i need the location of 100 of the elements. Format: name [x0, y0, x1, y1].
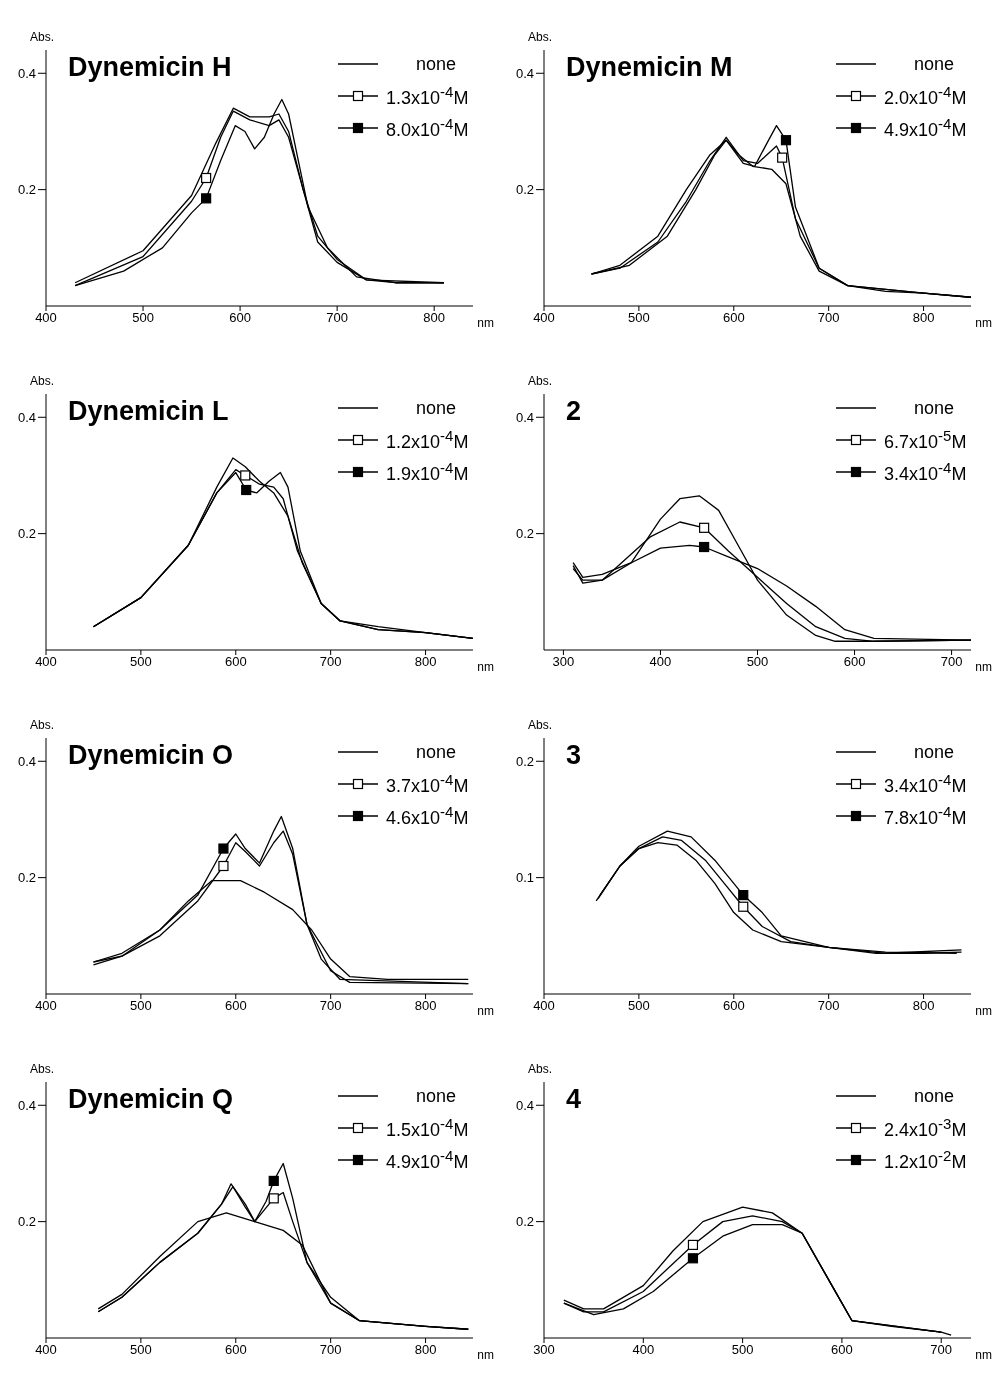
y-axis-title: Abs.	[528, 374, 553, 388]
x-tick-label: 800	[423, 310, 446, 326]
x-tick-label: 600	[831, 1342, 853, 1358]
x-tick-label: 700	[319, 654, 342, 670]
y-axis-title: Abs.	[528, 1062, 553, 1076]
x-axis-title: nm	[477, 1348, 494, 1362]
x-tick-label: 700	[326, 310, 348, 326]
x-axis-title: nm	[975, 316, 992, 330]
x-tick-label: 700	[817, 998, 840, 1014]
legend-label: 8.0x10$^{-4}$M	[386, 115, 470, 141]
legend-label: none	[912, 1085, 955, 1107]
x-axis-title: nm	[477, 316, 494, 330]
y-axis-title: Abs.	[30, 374, 55, 388]
x-tick-label: 700	[930, 1342, 953, 1358]
chart-title: 3	[566, 740, 582, 771]
x-tick-label: 600	[224, 654, 247, 670]
x-tick-label: 500	[130, 654, 152, 670]
y-axis-title: Abs.	[528, 718, 553, 732]
x-tick-label: 800	[912, 998, 935, 1014]
legend-label: 6.7x10$^{-5}$M	[884, 427, 968, 453]
x-tick-label: 500	[731, 1342, 754, 1358]
chart-title: Dynemicin H	[68, 52, 232, 83]
chart-title: Dynemicin L	[68, 396, 229, 427]
x-tick-label: 400	[632, 1342, 655, 1358]
y-axis-title: Abs.	[30, 30, 55, 44]
y-tick-label: 0.4	[17, 65, 36, 81]
x-tick-label: 700	[940, 654, 963, 670]
x-tick-label: 700	[817, 310, 840, 326]
y-tick-label: 0.2	[17, 526, 36, 542]
legend-label: 4.6x10$^{-4}$M	[386, 803, 470, 829]
y-axis-title: Abs.	[30, 718, 55, 732]
y-axis-title: Abs.	[30, 1062, 55, 1076]
legend-label: none	[912, 397, 955, 419]
legend-label: 4.9x10$^{-4}$M	[386, 1147, 470, 1173]
y-tick-label: 0.2	[515, 182, 534, 198]
legend-label: none	[414, 397, 457, 419]
x-tick-label: 400	[533, 310, 555, 326]
legend-label: none	[912, 741, 955, 763]
legend-label: 3.7x10$^{-4}$M	[386, 771, 470, 797]
x-axis-title: nm	[477, 660, 494, 674]
x-tick-label: 800	[414, 1342, 437, 1358]
legend-label: 1.2x10$^{-2}$M	[884, 1147, 968, 1173]
x-tick-label: 700	[319, 1342, 342, 1358]
legend-label: 1.3x10$^{-4}$M	[386, 83, 470, 109]
x-axis-title: nm	[975, 660, 992, 674]
x-tick-label: 400	[649, 654, 672, 670]
x-tick-label: 300	[533, 1342, 555, 1358]
legend-label: none	[414, 1085, 457, 1107]
x-tick-label: 400	[35, 998, 57, 1014]
y-tick-label: 0.2	[17, 182, 36, 198]
x-axis-title: nm	[477, 1004, 494, 1018]
x-tick-label: 500	[746, 654, 769, 670]
y-tick-label: 0.4	[515, 409, 534, 425]
legend-label: none	[414, 741, 457, 763]
x-tick-label: 600	[722, 310, 745, 326]
x-tick-label: 800	[414, 654, 437, 670]
x-tick-label: 400	[533, 998, 555, 1014]
y-tick-label: 0.2	[515, 1214, 534, 1230]
x-tick-label: 300	[552, 654, 575, 670]
x-tick-label: 500	[130, 1342, 152, 1358]
y-tick-label: 0.4	[515, 65, 534, 81]
legend-label: 1.5x10$^{-4}$M	[386, 1115, 470, 1141]
y-tick-label: 0.2	[17, 1214, 36, 1230]
legend-label: 2.0x10$^{-4}$M	[884, 83, 968, 109]
legend-label: 1.9x10$^{-4}$M	[386, 459, 470, 485]
y-tick-label: 0.2	[515, 753, 534, 769]
x-tick-label: 500	[628, 998, 650, 1014]
x-tick-label: 600	[722, 998, 745, 1014]
y-tick-label: 0.4	[17, 1097, 36, 1113]
x-tick-label: 700	[319, 998, 342, 1014]
chart-title: Dynemicin Q	[68, 1084, 234, 1115]
x-tick-label: 400	[35, 1342, 57, 1358]
y-axis-title: Abs.	[528, 30, 553, 44]
legend-label: 3.4x10$^{-4}$M	[884, 459, 968, 485]
legend-label: none	[414, 53, 457, 75]
legend-label: 3.4x10$^{-4}$M	[884, 771, 968, 797]
x-tick-label: 500	[130, 998, 152, 1014]
legend-label: 2.4x10$^{-3}$M	[884, 1115, 968, 1141]
chart-title: 4	[566, 1084, 582, 1115]
legend-label: 4.9x10$^{-4}$M	[884, 115, 968, 141]
y-tick-label: 0.4	[515, 1097, 534, 1113]
chart-title: 2	[566, 396, 582, 427]
y-tick-label: 0.2	[515, 526, 534, 542]
legend-label: none	[912, 53, 955, 75]
x-tick-label: 800	[414, 998, 437, 1014]
x-tick-label: 400	[35, 310, 57, 326]
y-tick-label: 0.4	[17, 753, 36, 769]
y-tick-label: 0.4	[17, 409, 36, 425]
x-tick-label: 400	[35, 654, 57, 670]
x-axis-title: nm	[975, 1348, 992, 1362]
x-tick-label: 600	[229, 310, 251, 326]
chart-title: Dynemicin O	[68, 740, 234, 771]
y-tick-label: 0.2	[17, 870, 36, 886]
x-tick-label: 600	[843, 654, 866, 670]
y-tick-label: 0.1	[515, 870, 534, 886]
legend-label: 1.2x10$^{-4}$M	[386, 427, 470, 453]
x-tick-label: 600	[224, 998, 247, 1014]
legend-label: 7.8x10$^{-4}$M	[884, 803, 968, 829]
x-tick-label: 500	[132, 310, 154, 326]
x-tick-label: 600	[224, 1342, 247, 1358]
